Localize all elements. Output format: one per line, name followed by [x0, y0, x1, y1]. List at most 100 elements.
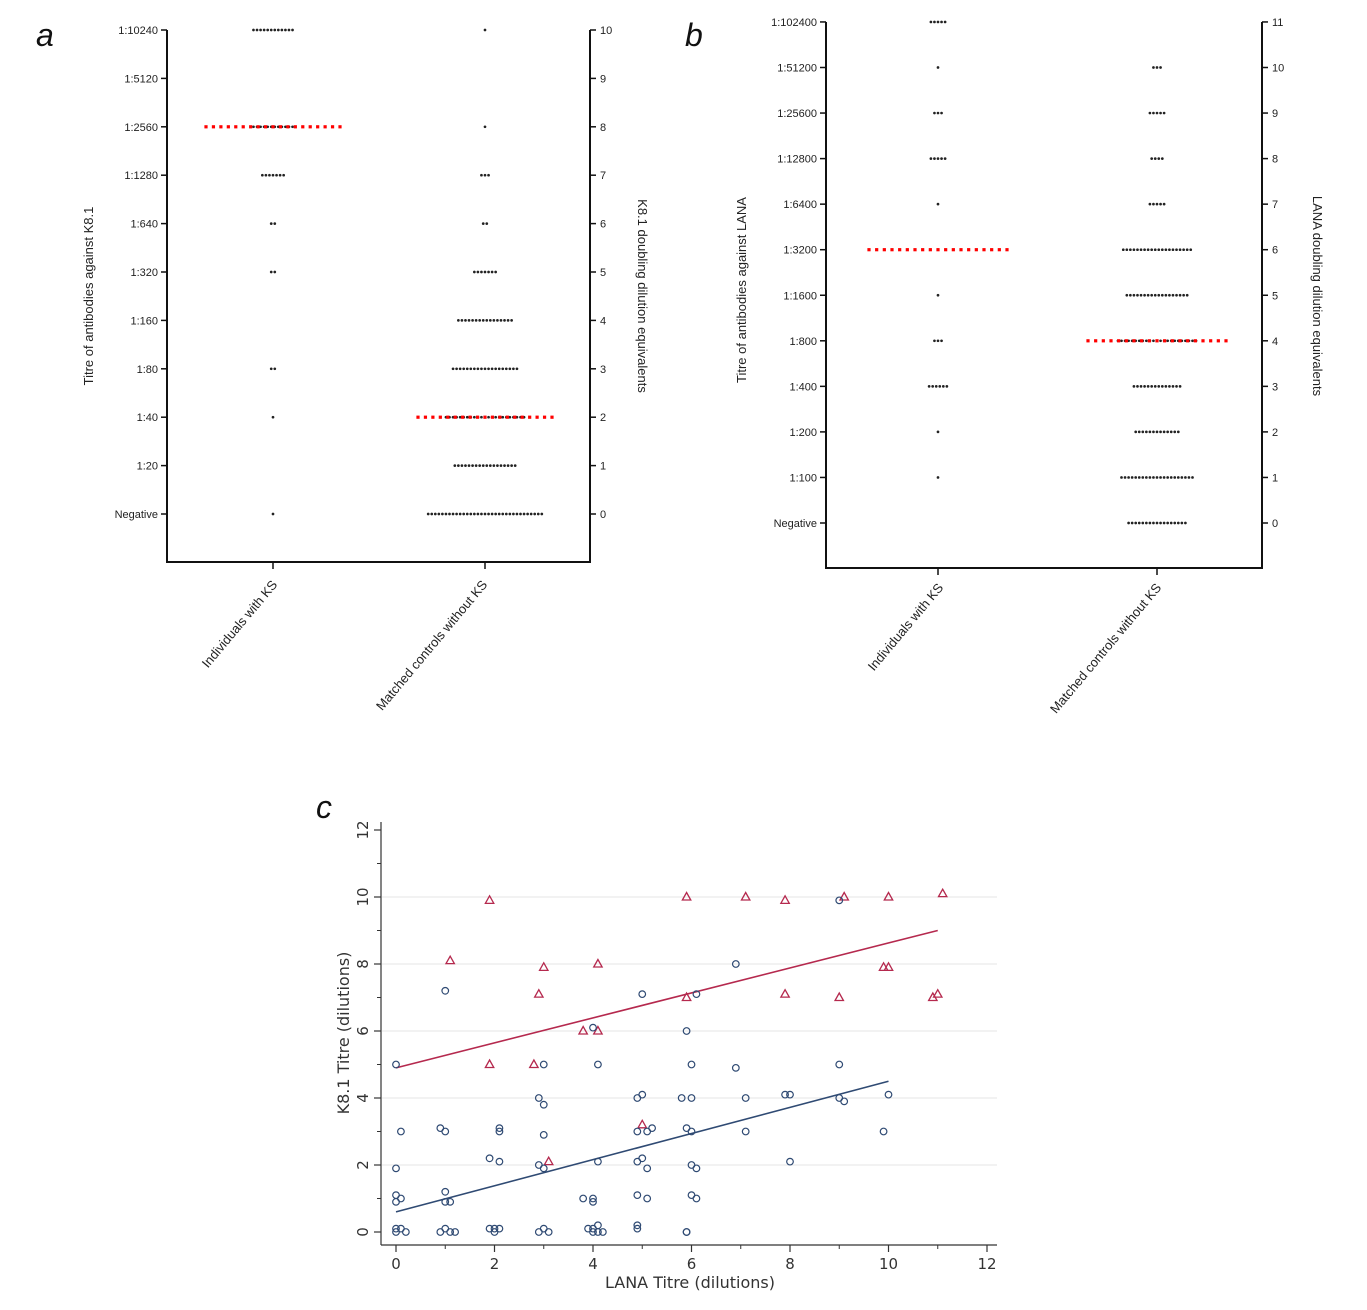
data-dot [488, 319, 492, 322]
data-dot [936, 430, 940, 434]
data-dot [1180, 521, 1184, 525]
circle-point [643, 1164, 652, 1173]
data-dot [1137, 430, 1141, 434]
y-tick-label: 1:40 [137, 412, 158, 424]
data-dot [1169, 521, 1173, 525]
right-tick-label: 7 [600, 170, 606, 182]
circle-point [692, 990, 701, 999]
panel-b-ylabel-left: Titre of antibodies against LANA [734, 197, 749, 383]
panel-a-dots [252, 28, 544, 516]
data-dot [1155, 430, 1159, 434]
circle-point [446, 1228, 455, 1236]
data-dot [501, 415, 505, 419]
data-dot [1129, 248, 1132, 252]
data-dot [483, 270, 487, 274]
data-dot [441, 512, 444, 516]
data-dot [269, 270, 273, 274]
circle-point [490, 1224, 499, 1233]
data-dot [1162, 521, 1166, 525]
triangle-point [779, 894, 791, 904]
data-dot [1148, 476, 1152, 479]
panel-c-y-ticks: 0 2 4 6 8 10 12 [354, 820, 381, 1237]
data-dot [1143, 248, 1146, 252]
median-marker [944, 248, 948, 252]
data-dot [271, 173, 275, 177]
data-dot [291, 125, 294, 129]
y-tick-label: 1:10240 [118, 25, 158, 37]
data-dot [1139, 293, 1143, 297]
data-dot [480, 415, 483, 419]
y-tick-label: 1:3200 [783, 245, 817, 257]
data-dot [499, 319, 503, 322]
circle-point [633, 1127, 642, 1136]
data-dot [291, 28, 294, 32]
data-dot [526, 512, 529, 516]
data-dot [1182, 293, 1185, 297]
circle-point [441, 1187, 450, 1196]
data-dot [1141, 476, 1145, 479]
data-dot [483, 512, 487, 516]
y-tick-label: 1:320 [130, 267, 158, 279]
data-dot [1134, 521, 1138, 525]
data-dot [490, 367, 494, 371]
panel-b-medians [867, 248, 1228, 343]
median-marker [468, 415, 472, 419]
data-dot [458, 512, 462, 516]
data-dot [499, 464, 503, 467]
circle-point [392, 1228, 400, 1236]
data-dot [540, 512, 544, 516]
data-dot [473, 512, 476, 516]
panel-b-ylabel-right: LANA doubling dilution equivalents [1310, 196, 1325, 397]
median-marker [293, 125, 297, 129]
data-dot [268, 173, 271, 177]
data-dot [943, 20, 947, 24]
data-dot [262, 28, 266, 32]
data-dot [473, 270, 476, 274]
panel-b-dots [927, 20, 1198, 525]
right-tick-label: 4 [600, 315, 606, 327]
circle-point [638, 1154, 647, 1163]
data-dot [287, 28, 291, 32]
median-marker [204, 125, 208, 129]
data-dot [1141, 521, 1145, 525]
circle-point [392, 1060, 400, 1069]
data-dot [529, 512, 533, 516]
data-dot [473, 415, 476, 419]
data-dot [1157, 157, 1161, 160]
median-marker [1109, 339, 1113, 343]
median-marker [234, 125, 238, 129]
right-tick-label: 7 [1272, 199, 1278, 211]
data-dot [1159, 521, 1162, 525]
data-dot [1157, 248, 1161, 252]
data-dot [467, 319, 471, 322]
data-dot [433, 512, 437, 516]
y-tick-label: 1:1600 [783, 290, 817, 302]
data-dot [487, 173, 490, 177]
data-dot [494, 512, 497, 516]
data-dot [259, 28, 262, 32]
median-marker [453, 415, 457, 419]
data-dot [1159, 111, 1162, 115]
data-dot [255, 28, 259, 32]
data-dot [938, 385, 942, 388]
data-dot [931, 385, 935, 388]
data-dot [1164, 385, 1168, 388]
circle-point [589, 1023, 597, 1032]
median-marker [542, 415, 547, 419]
median-marker [241, 125, 245, 129]
y-tick-label: 10 [354, 887, 372, 906]
data-dot [510, 464, 513, 467]
data-dot [1150, 385, 1154, 388]
right-tick-label: 10 [600, 25, 612, 37]
data-dot [512, 512, 515, 516]
median-marker [330, 125, 335, 129]
median-marker [913, 248, 917, 252]
right-tick-label: 9 [1272, 108, 1278, 120]
circle-point [638, 990, 647, 999]
circle-point [495, 1124, 504, 1133]
data-dot [1169, 430, 1173, 434]
data-dot [261, 173, 264, 177]
triangle-point [681, 891, 692, 901]
right-tick-label: 6 [600, 219, 606, 231]
data-dot [1184, 476, 1187, 479]
